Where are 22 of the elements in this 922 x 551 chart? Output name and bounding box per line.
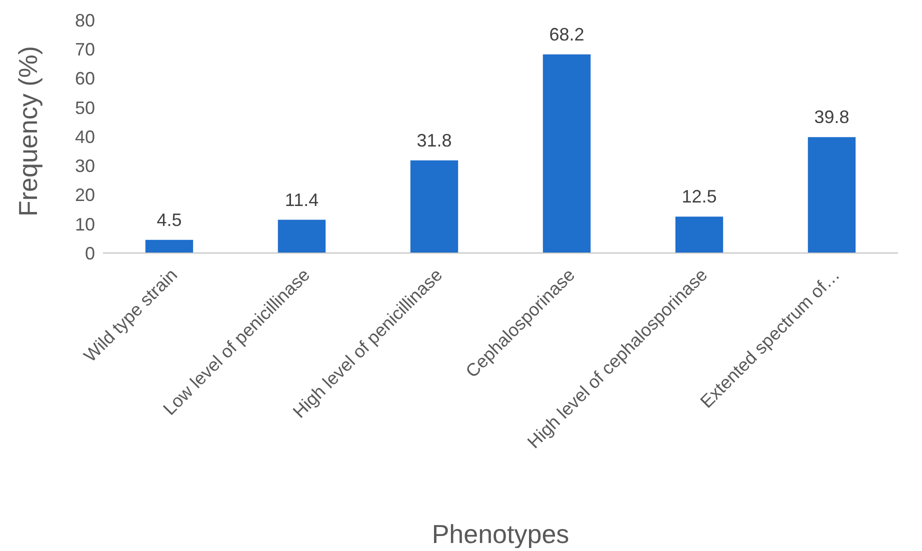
bar [808,137,856,253]
y-tick-label: 40 [74,126,95,147]
data-label: 11.4 [284,190,319,210]
data-label: 31.8 [416,130,452,150]
y-tick-label: 50 [74,98,95,118]
bar [145,240,194,253]
data-label: 4.5 [156,210,182,230]
y-tick-label: 0 [84,243,95,264]
y-axis-title: Frequency (%) [13,46,44,216]
bar [542,54,591,253]
bar [278,220,326,253]
bar [675,216,724,253]
data-label: 12.5 [682,186,717,207]
y-tick-label: 60 [74,68,95,89]
data-label: 39.8 [814,107,850,128]
y-tick-label: 20 [74,185,95,206]
y-tick-label: 30 [74,156,95,176]
y-tick-label: 70 [74,40,95,60]
data-label: 68.2 [549,24,584,44]
y-tick-label: 80 [74,10,95,30]
y-tick-label: 10 [74,214,95,234]
bar [410,160,458,253]
